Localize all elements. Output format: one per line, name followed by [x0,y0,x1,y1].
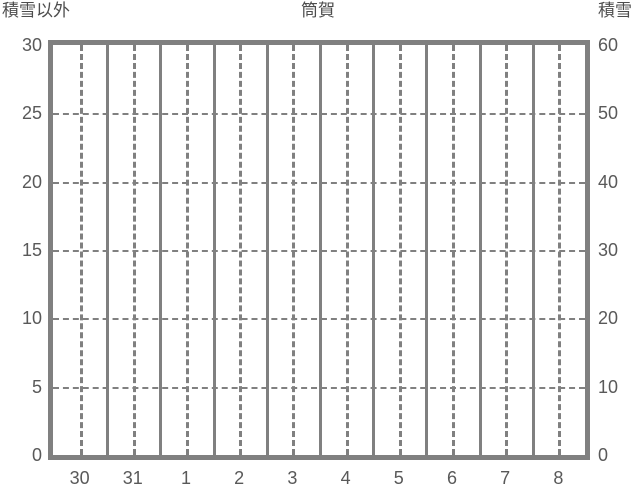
y-axis-right-tick-label: 60 [598,35,619,55]
horizontal-gridline [53,181,585,184]
x-axis-tick-label: 1 [180,468,191,488]
x-axis-tick-label: 2 [234,468,245,488]
plot-area [48,40,590,460]
left-axis-unit-label: 積雪以外 [2,1,70,20]
y-axis-right-tick-label: 40 [598,171,619,192]
x-axis-tick-label: 3 [287,468,298,488]
x-axis-tick-label: 4 [340,468,351,488]
y-axis-right-tick-label: 50 [598,103,619,124]
horizontal-gridline [53,250,585,252]
y-axis-left-tick-label: 30 [21,35,42,55]
horizontal-gridline [53,386,585,389]
y-axis-right-tick-label: 20 [598,308,619,329]
x-axis-tick-label: 30 [69,468,90,488]
y-axis-right-tick-label: 30 [598,240,619,260]
y-axis-right-tick-label: 10 [598,376,619,397]
horizontal-gridline [53,113,585,116]
horizontal-gridline [53,318,585,321]
x-axis-tick-label: 6 [446,468,457,488]
x-axis-tick-label: 5 [393,468,404,488]
y-axis-left-tick-label: 15 [21,240,42,260]
y-axis-left-tick-label: 20 [21,171,42,192]
y-axis-left-tick-label: 0 [31,445,42,465]
y-axis-left-tick-label: 10 [21,308,42,329]
x-axis-tick-label: 7 [500,468,511,488]
y-axis-left-tick-label: 25 [21,103,42,124]
x-axis-tick-label: 8 [553,468,564,488]
chart-title: 筒賀 [301,1,335,20]
plot-gridlines [53,45,585,455]
x-axis-tick-label: 31 [122,468,143,488]
y-axis-left-tick-label: 5 [31,376,42,397]
right-axis-unit-label: 積雪 [598,1,632,20]
y-axis-right-tick-label: 0 [598,445,609,465]
